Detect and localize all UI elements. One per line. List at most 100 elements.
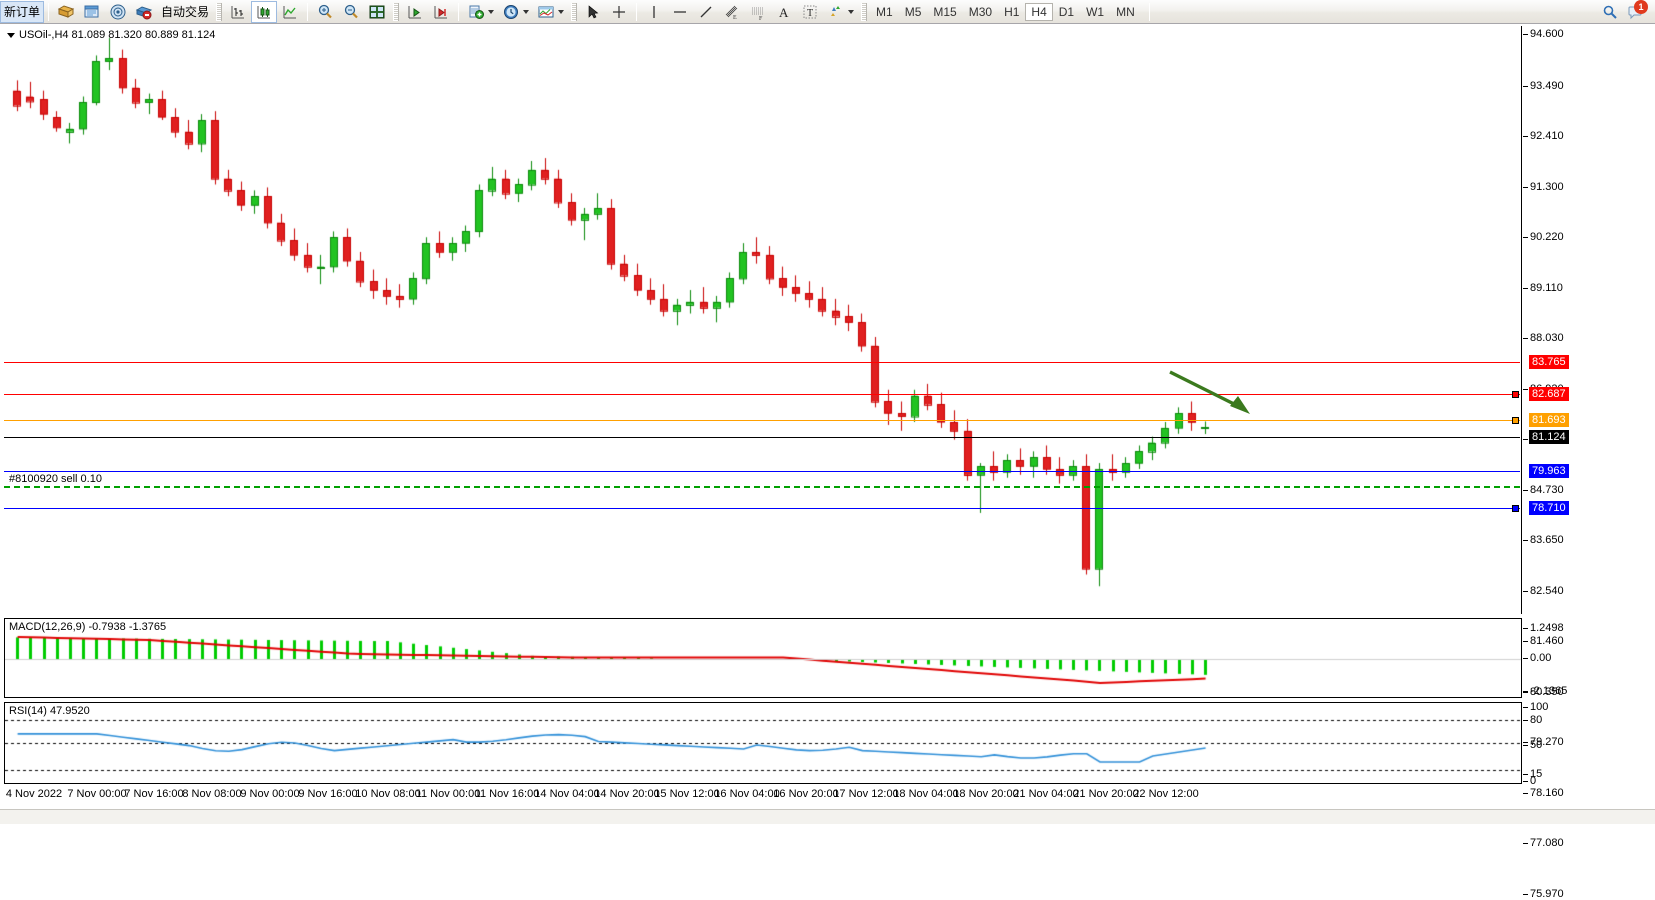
data-window-button[interactable] xyxy=(105,1,131,23)
toolbar-grip-4[interactable] xyxy=(861,2,868,21)
zoom-out-button[interactable] xyxy=(338,1,364,23)
price-label-resistance-lower[interactable]: 82.687 xyxy=(1529,387,1569,401)
toolbar-grip[interactable] xyxy=(216,2,223,21)
market-watch-button[interactable] xyxy=(79,1,105,23)
notifications-button[interactable]: 1 xyxy=(1623,0,1649,23)
chart-grid-button[interactable] xyxy=(364,1,390,23)
macd-canvas[interactable] xyxy=(5,619,1521,697)
level-line-support-lower[interactable] xyxy=(4,508,1520,509)
svg-text:T: T xyxy=(807,8,813,19)
trendline-tool-button[interactable] xyxy=(693,1,719,23)
timeframe-m30[interactable]: M30 xyxy=(968,4,993,19)
level-line-resistance-upper[interactable] xyxy=(4,362,1520,363)
level-line-last-price[interactable] xyxy=(4,437,1520,438)
toolbar-grip-2[interactable] xyxy=(393,2,400,21)
level-handle-pivot-orange[interactable] xyxy=(1512,417,1519,424)
chart-shift-button[interactable] xyxy=(428,1,454,23)
templates-button[interactable] xyxy=(533,1,568,23)
macd-tick-label: 1.2498 xyxy=(1530,622,1564,634)
price-scale[interactable]: 94.600 93.490 92.410 91.300 90.220 89.110 88.0… xyxy=(1523,26,1655,900)
rsi-scale[interactable]: 100 80 50 15 0 xyxy=(1523,701,1655,787)
timeframe-m5[interactable]: M5 xyxy=(904,4,922,19)
price-label-pivot-orange[interactable]: 81.693 xyxy=(1529,413,1569,427)
chart-symbol-header[interactable]: USOil-,H4 81.089 81.320 80.889 81.124 xyxy=(7,29,215,41)
toolbar-grip-3[interactable] xyxy=(571,2,578,21)
macd-scale[interactable]: 1.2498 0.00 -2.1365 xyxy=(1523,618,1655,698)
level-line-pivot-orange[interactable] xyxy=(4,420,1520,421)
level-handle-support-lower[interactable] xyxy=(1512,505,1519,512)
timeframe-m1[interactable]: M1 xyxy=(876,4,893,19)
time-axis[interactable]: 4 Nov 2022 7 Nov 00:00 7 Nov 16:00 8 Nov 08… xyxy=(4,785,1522,805)
shapes-tool-button[interactable] xyxy=(823,1,858,23)
price-label-support-lower[interactable]: 78.710 xyxy=(1529,501,1569,515)
time-axis-label: 11 Nov 00:00 xyxy=(415,788,481,800)
down-arrow-annotation[interactable] xyxy=(1164,366,1264,426)
toolbar-separator-5 xyxy=(1148,2,1150,21)
grid-icon xyxy=(368,3,386,21)
auto-trading-button[interactable]: 自动交易 xyxy=(161,5,210,19)
level-handle-resistance-lower[interactable] xyxy=(1512,391,1519,398)
folder-icon xyxy=(57,3,75,21)
macd-pane[interactable]: MACD(12,26,9) -0.7938 -1.3765 xyxy=(4,618,1522,698)
bar-chart-button[interactable] xyxy=(225,1,251,23)
crosshair-tool-button[interactable] xyxy=(606,1,632,23)
vertical-line-tool-button[interactable] xyxy=(641,1,667,23)
zoom-in-button[interactable] xyxy=(312,1,338,23)
auto-scroll-button[interactable] xyxy=(402,1,428,23)
price-tick-label: 79.270 xyxy=(1530,736,1564,748)
level-line-sell-order-line[interactable] xyxy=(4,486,1520,488)
indicators-button[interactable] xyxy=(463,1,498,23)
trendline-icon xyxy=(697,3,715,21)
rsi-tick-label: 15 xyxy=(1530,768,1543,780)
periods-button[interactable] xyxy=(498,1,533,23)
equidistant-channel-tool-button[interactable]: E xyxy=(719,1,745,23)
chevron-down-icon-chart[interactable] xyxy=(7,32,15,38)
price-tick xyxy=(1523,389,1528,390)
macd-tick xyxy=(1523,691,1528,692)
window-icon xyxy=(83,3,101,21)
zoom-out-icon xyxy=(342,3,360,21)
chevron-down-icon-2[interactable] xyxy=(523,9,530,14)
text-tool-button[interactable]: A xyxy=(771,1,797,23)
timeframe-w1[interactable]: W1 xyxy=(1086,4,1105,19)
timeframe-d1[interactable]: D1 xyxy=(1058,4,1075,19)
level-line-resistance-lower[interactable] xyxy=(4,394,1520,395)
price-label-last-price[interactable]: 81.124 xyxy=(1529,430,1569,444)
fibonacci-tool-button[interactable]: F xyxy=(745,1,771,23)
rsi-canvas[interactable] xyxy=(5,703,1521,783)
candlestick-icon xyxy=(255,3,273,21)
navigator-button[interactable] xyxy=(131,1,157,23)
price-candles-canvas[interactable] xyxy=(4,26,1522,614)
price-tick-label: 82.540 xyxy=(1530,585,1564,597)
time-axis-label: 14 Nov 20:00 xyxy=(594,788,660,800)
horizontal-line-tool-button[interactable] xyxy=(667,1,693,23)
candlestick-chart-button[interactable] xyxy=(251,0,278,23)
main-chart-pane[interactable]: USOil-,H4 81.089 81.320 80.889 81.124 #8… xyxy=(4,26,1522,614)
level-line-support-upper[interactable] xyxy=(4,471,1520,472)
search-button[interactable] xyxy=(1597,1,1623,23)
timeframe-h1[interactable]: H1 xyxy=(1004,4,1020,19)
timeframe-mn[interactable]: MN xyxy=(1116,4,1135,19)
text-label-tool-button[interactable]: T xyxy=(797,1,823,23)
timeframe-h4[interactable]: H4 xyxy=(1025,2,1053,21)
toolbar-separator-4 xyxy=(636,2,638,21)
profiles-button[interactable] xyxy=(53,1,79,23)
time-axis-label: 9 Nov 00:00 xyxy=(240,788,300,800)
time-axis-label: 22 Nov 12:00 xyxy=(1133,788,1199,800)
price-tick-label: 84.730 xyxy=(1530,484,1564,496)
main-toolbar: 新订单 自动交易 xyxy=(0,0,1655,24)
macd-label: MACD(12,26,9) -0.7938 -1.3765 xyxy=(9,621,167,633)
chevron-down-icon-4[interactable] xyxy=(848,9,855,14)
line-chart-button[interactable] xyxy=(277,1,303,23)
chevron-down-icon-3[interactable] xyxy=(558,9,565,14)
timeframe-m15[interactable]: M15 xyxy=(933,4,957,19)
price-label-support-upper[interactable]: 79.963 xyxy=(1529,464,1569,478)
price-tick-label: 91.300 xyxy=(1530,181,1564,193)
price-tick-label: 81.460 xyxy=(1530,635,1564,647)
cursor-tool-button[interactable] xyxy=(580,1,606,23)
chevron-down-icon[interactable] xyxy=(488,9,495,14)
new-order-button[interactable]: 新订单 xyxy=(0,0,45,23)
price-label-resistance-upper[interactable]: 83.765 xyxy=(1529,355,1569,369)
rsi-pane[interactable]: RSI(14) 47.9520 xyxy=(4,702,1522,784)
toolbar-separator-3 xyxy=(458,2,460,21)
